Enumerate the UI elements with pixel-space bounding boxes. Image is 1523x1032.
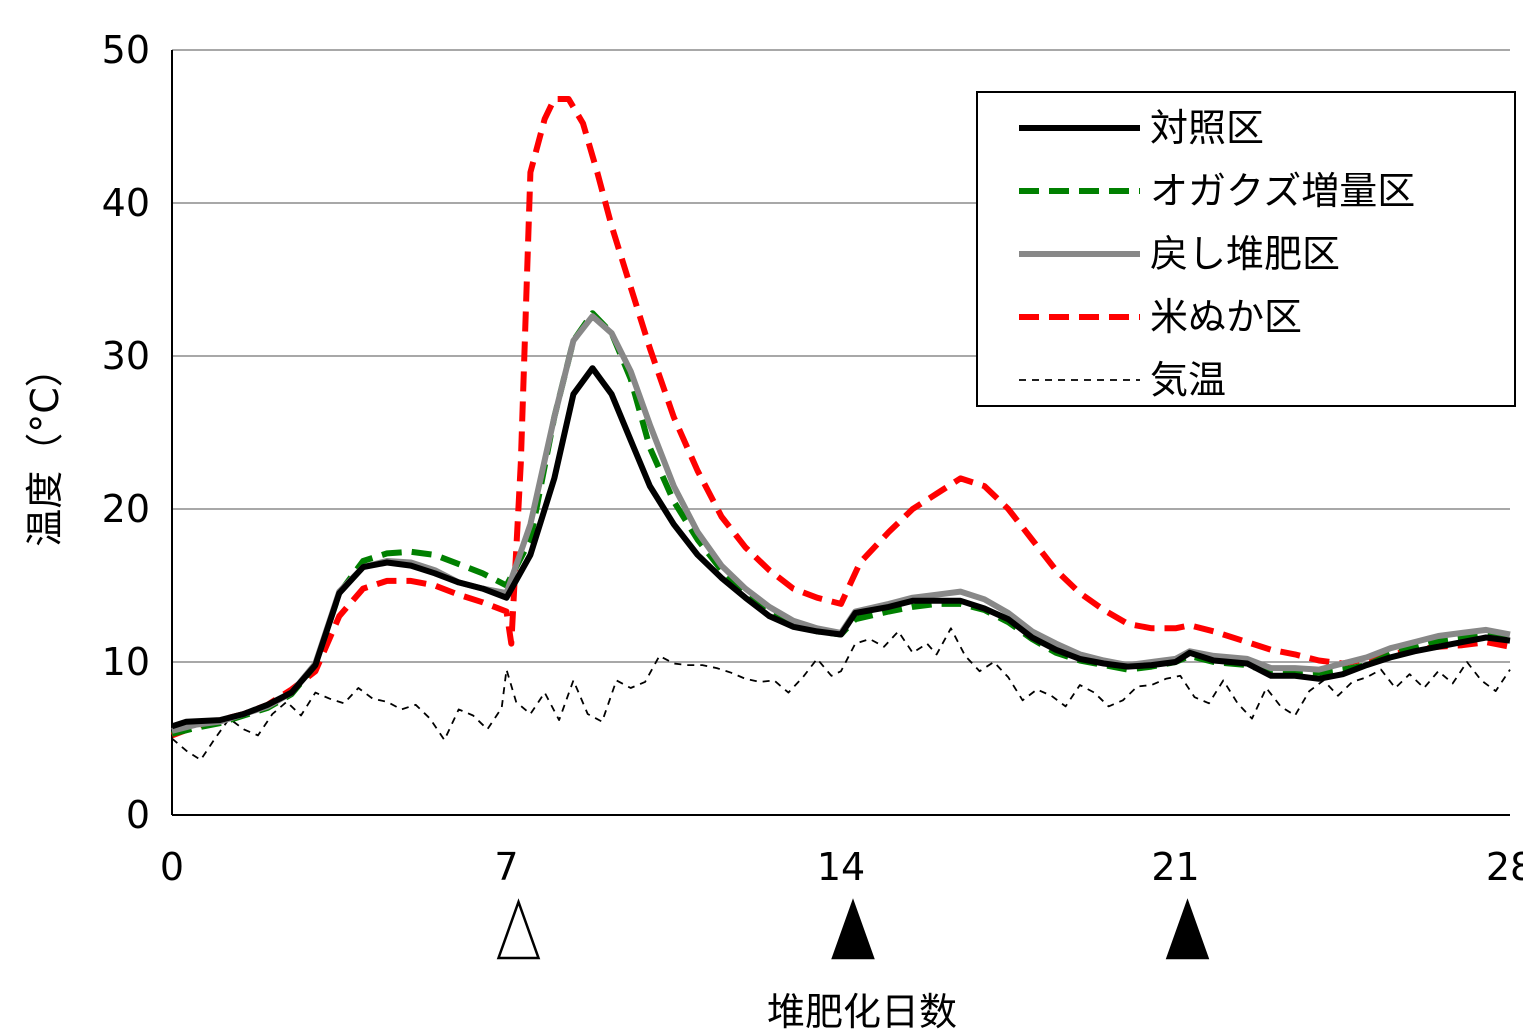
y-axis-title: 温度（°C） <box>23 349 67 547</box>
legend-label: 米ぬか区 <box>1150 295 1302 339</box>
series-line-1 <box>171 310 1511 737</box>
x-tick-label: 14 <box>817 845 865 889</box>
y-tick-label: 0 <box>126 793 150 837</box>
legend-label: 気温 <box>1150 358 1226 402</box>
series-lines <box>170 96 1511 761</box>
legend-box <box>976 91 1516 407</box>
y-tick-label: 40 <box>102 181 150 225</box>
series-line-0 <box>171 365 1511 730</box>
y-tick-label: 10 <box>102 640 150 684</box>
x-tick-label: 0 <box>160 845 184 889</box>
y-tick-label: 20 <box>102 487 150 531</box>
series-line-4 <box>171 627 1511 761</box>
marker-filled-triangle-1 <box>831 898 875 960</box>
tick-labels: 0 10 20 30 40 50 0 7 14 21 28 <box>102 28 1523 889</box>
axes <box>171 50 1510 816</box>
marker-filled-triangle-2 <box>1165 898 1210 960</box>
x-tick-label: 28 <box>1486 845 1523 889</box>
marker-open-triangle-0 <box>496 898 541 960</box>
x-tick-label: 7 <box>494 845 518 889</box>
legend-label: 戻し堆肥区 <box>1150 232 1340 276</box>
x-tick-label: 21 <box>1151 845 1199 889</box>
x-axis-title: 堆肥化日数 <box>767 990 957 1032</box>
day-markers <box>496 898 1210 960</box>
y-tick-label: 30 <box>102 334 150 378</box>
y-tick-label: 50 <box>102 28 150 72</box>
legend-label: 対照区 <box>1150 106 1264 150</box>
legend-label: オガクズ増量区 <box>1150 169 1415 213</box>
series-line-3 <box>170 96 1511 739</box>
